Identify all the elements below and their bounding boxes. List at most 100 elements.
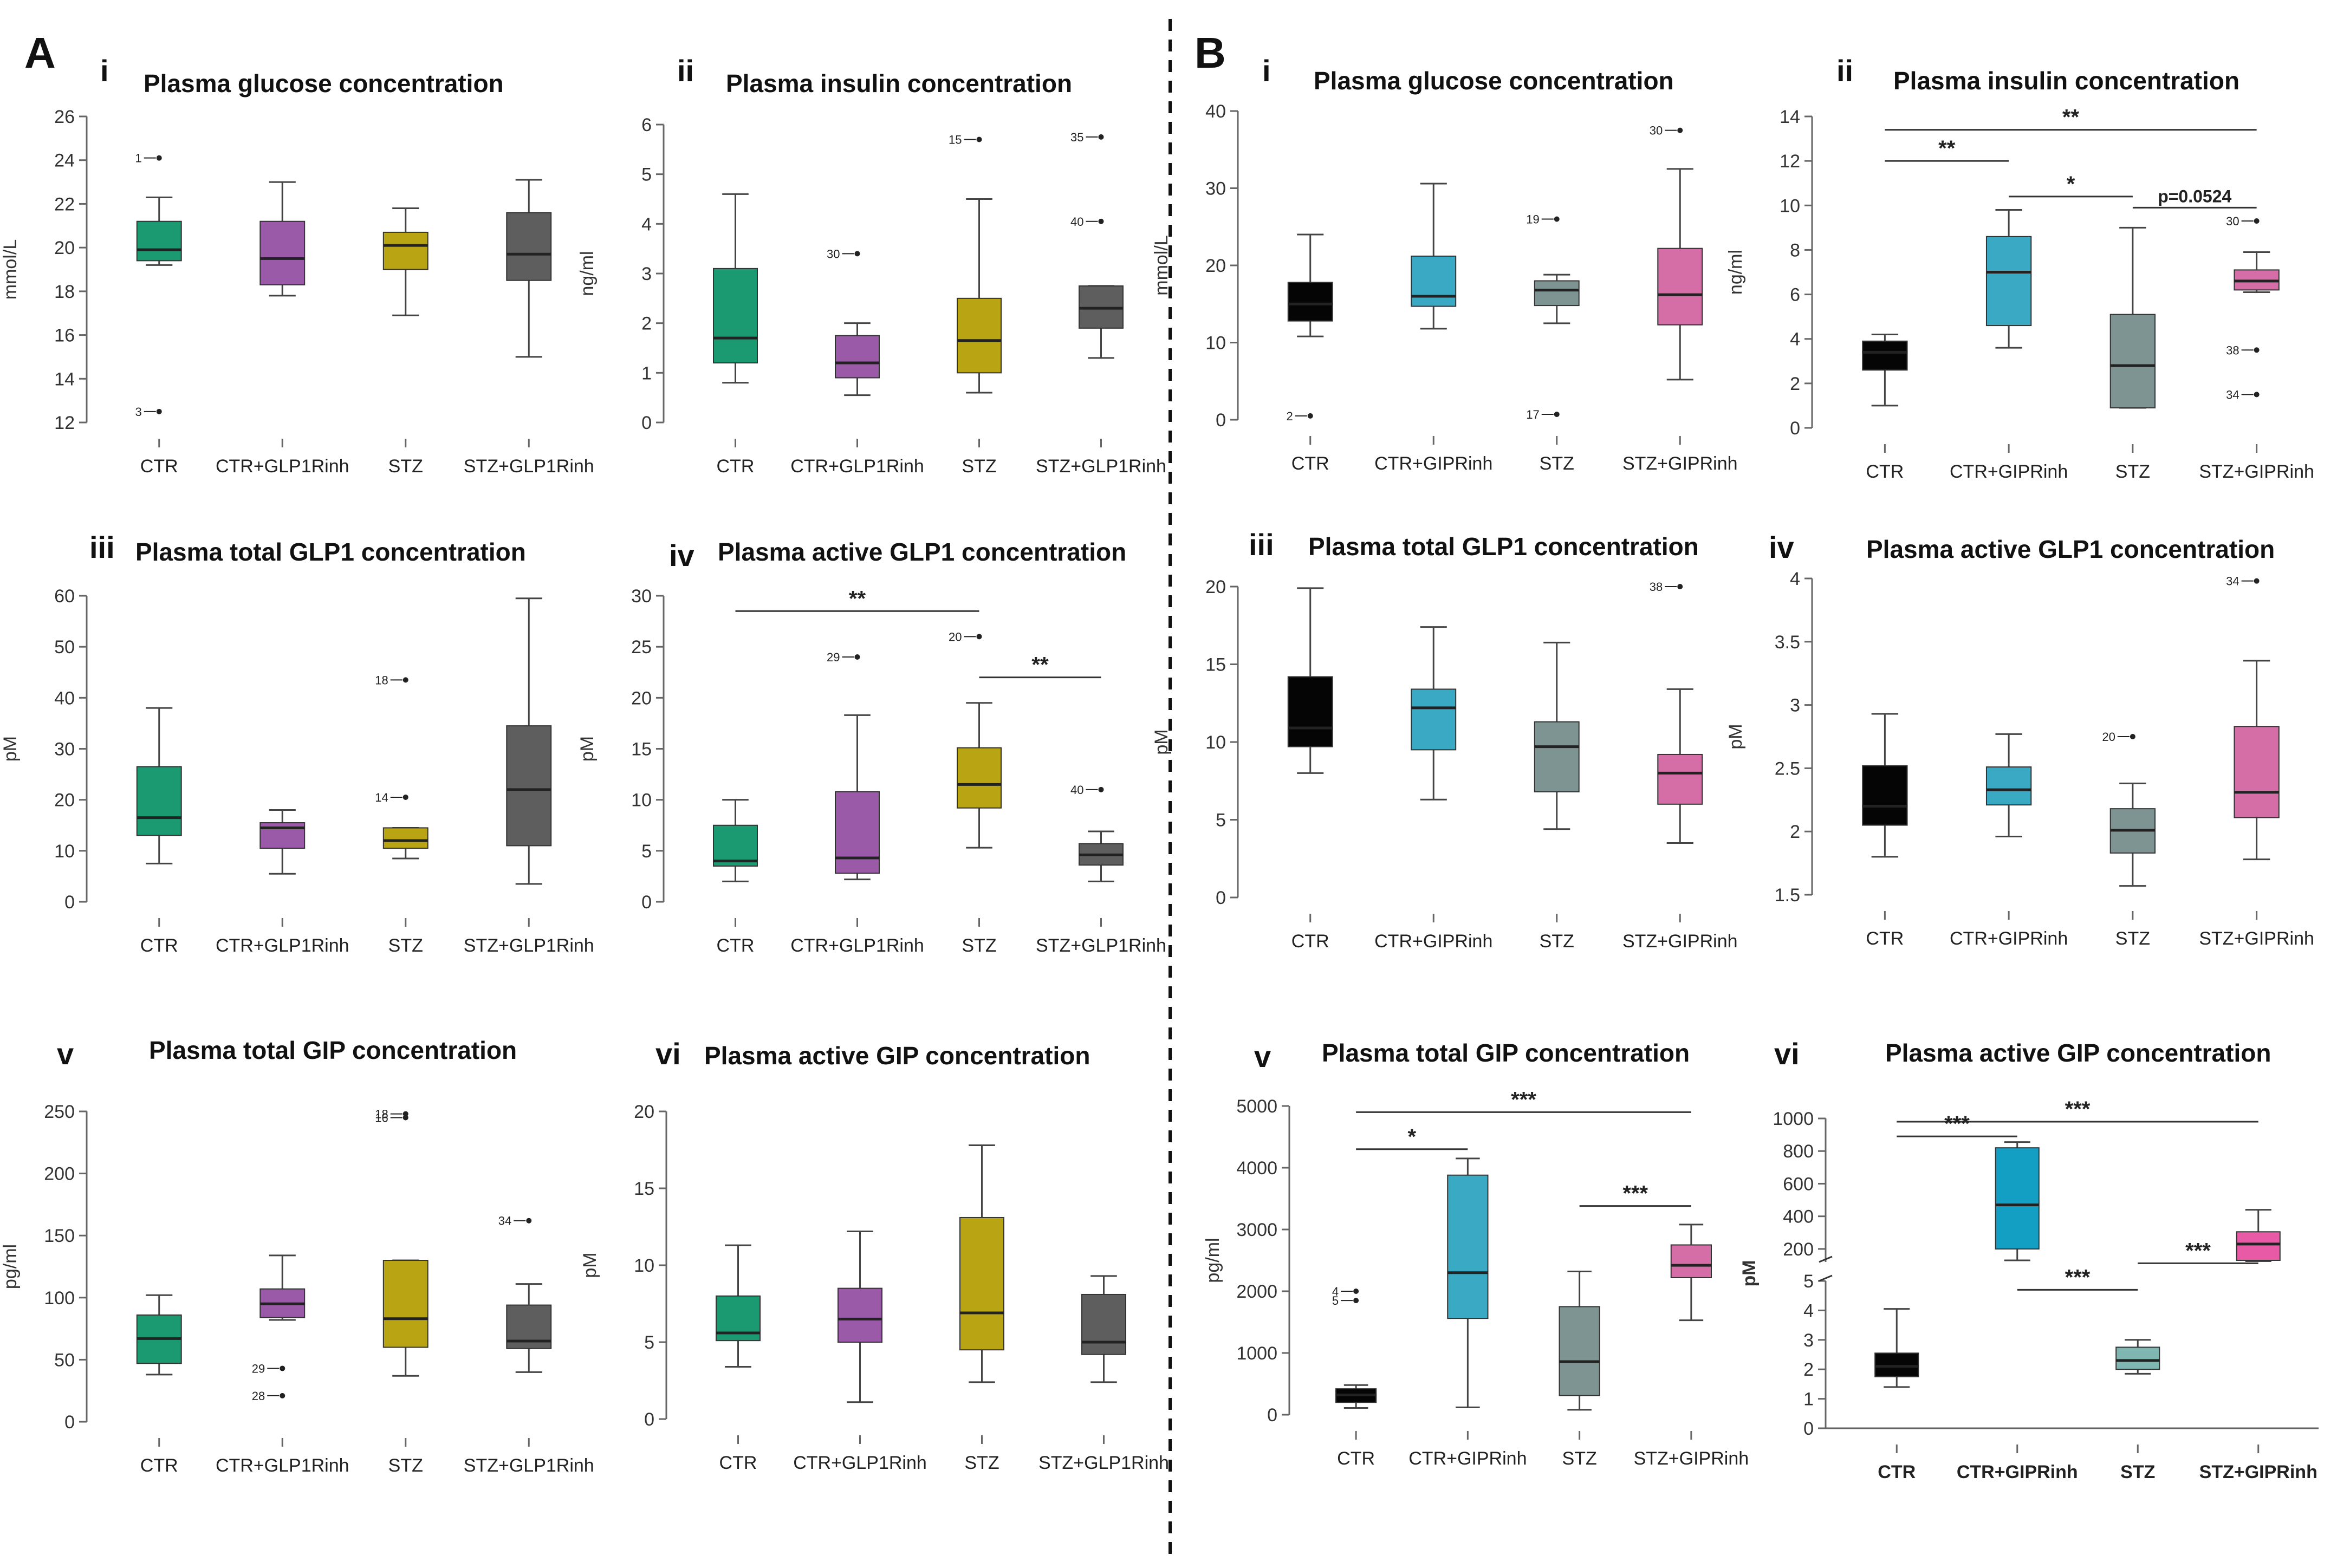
y-tick-label: 3 [1790,695,1800,716]
y-tick-label: 40 [54,688,75,708]
x-category-label: STZ [2120,1462,2155,1482]
outlier-label: 29 [252,1362,265,1375]
box-stz [2109,314,2156,409]
y-tick-label: 20 [1205,256,1226,276]
box-ctr-giprinh [1985,766,2032,806]
box-ctr-giprinh [1411,688,1457,751]
axis-break-mark [1819,1255,1833,1263]
y-tick-label: 40 [1205,101,1226,122]
significance-label: *** [2065,1097,2091,1121]
panel-number: ii [1836,54,1853,88]
significance-label: *** [1622,1182,1648,1206]
box-stz-giprinh [1670,1244,1712,1278]
box-stz [957,297,1002,374]
y-axis-label: pM [1739,1260,1760,1286]
y-tick-label: 800 [1783,1141,1814,1162]
outlier-point [1677,127,1683,133]
y-axis-label: pM [0,736,21,762]
x-category-label: STZ [962,935,996,956]
outlier-label: 28 [252,1389,265,1403]
box-ctr-giprinh [1411,255,1457,307]
y-tick-label: 2 [1790,374,1800,394]
x-category-label: CTR+GLP1Rinh [793,1453,927,1473]
x-category-label: CTR+GLP1Rinh [216,456,349,477]
y-tick-label: 50 [54,637,75,658]
significance-label: *** [1511,1088,1536,1111]
y-axis-label: pg/ml [1203,1238,1223,1283]
x-category-label: STZ [388,935,423,956]
box-ctr [1862,765,1908,826]
chart-aiv: iv Plasma active GLP1 concentration 0 5 10 15… [577,538,1166,956]
chart-avi: vi Plasma active GIP concentration 0 5 10 15 2… [580,1037,1169,1473]
box-stz [959,1216,1004,1351]
y-tick-label: 10 [631,790,652,811]
y-tick-label: 10 [1780,196,1800,216]
y-tick-label: 1 [641,363,652,383]
y-tick-label: 10 [1205,732,1226,753]
y-tick-label: 22 [54,194,75,214]
box-stz-giprinh [2234,726,2280,818]
outlier-label: 1 [135,152,142,165]
y-tick-label: 0 [64,892,75,913]
box-ctr-glp1rinh [835,791,880,874]
y-tick-label: 10 [54,841,75,862]
box-ctr [713,268,758,364]
significance-label: *** [2065,1265,2091,1289]
box-ctr [136,220,182,262]
y-tick-label: 5 [644,1332,654,1353]
box-ctr [1287,282,1333,322]
y-tick-label: 1.5 [1775,885,1800,906]
x-category-label: STZ+GIPRinh [1622,453,1738,474]
box-stz [1534,721,1580,792]
y-tick-label: 20 [1205,577,1226,597]
y-tick-label: 10 [1205,333,1226,354]
box-ctr-giprinh [1447,1174,1489,1319]
x-category-label: CTR+GLP1Rinh [216,935,349,956]
chart-title: Plasma active GLP1 concentration [1866,535,2275,563]
chart-title: Plasma active GIP concentration [1885,1039,2271,1067]
panel-number: iii [89,530,115,564]
y-tick-label: 1 [1803,1389,1814,1410]
x-category-label: CTR [1291,453,1329,474]
x-category-label: CTR [1291,931,1329,952]
x-category-label: STZ [1540,931,1574,952]
y-axis-label: ng/ml [577,251,598,296]
x-category-label: STZ+GLP1Rinh [1038,1453,1169,1473]
chart-av: v Plasma total GIP concentration 0 50 100 150… [0,1036,594,1476]
chart-aii: ii Plasma insulin concentration 0 1 2 3 4 5 6 ng/… [577,54,1166,477]
panel-number: vi [655,1037,681,1071]
outlier-label: 30 [2226,214,2239,228]
outlier-label: 16 [375,1111,388,1124]
x-category-label: CTR [140,1455,178,1476]
y-tick-label: 30 [54,739,75,760]
axis-break-mark [1819,1274,1833,1282]
outlier-label: 15 [949,133,962,147]
outlier-point [403,794,408,800]
y-tick-label: 4000 [1236,1158,1277,1179]
outlier-label: 2 [1287,409,1293,423]
y-tick-label: 0 [64,1412,75,1433]
x-category-label: CTR [1866,461,1904,482]
chart-title: Plasma active GLP1 concentration [718,538,1126,566]
y-tick-label: 20 [631,688,652,708]
y-tick-label: 100 [44,1288,75,1309]
outlier-point [1098,134,1104,140]
outlier-point [2254,578,2260,584]
box-stz-glp1rinh [1081,1293,1126,1355]
x-category-label: STZ+GIPRinh [2199,1462,2317,1482]
significance-label: ** [1938,136,1956,160]
outlier-label: 30 [827,247,840,261]
outlier-label: 17 [1526,408,1539,421]
box-stz-glp1rinh [506,212,552,281]
x-category-label: CTR+GIPRinh [1408,1448,1527,1469]
outlier-label: 19 [1526,213,1539,226]
chart-title: Plasma total GLP1 concentration [135,538,526,566]
y-tick-label: 26 [54,107,75,127]
x-category-label: STZ [964,1453,999,1473]
outlier-point [1353,1289,1359,1294]
x-category-label: CTR [1866,928,1904,949]
panel-number: i [1262,54,1271,88]
y-tick-label: 16 [54,326,75,346]
panel-number: iv [669,538,694,572]
